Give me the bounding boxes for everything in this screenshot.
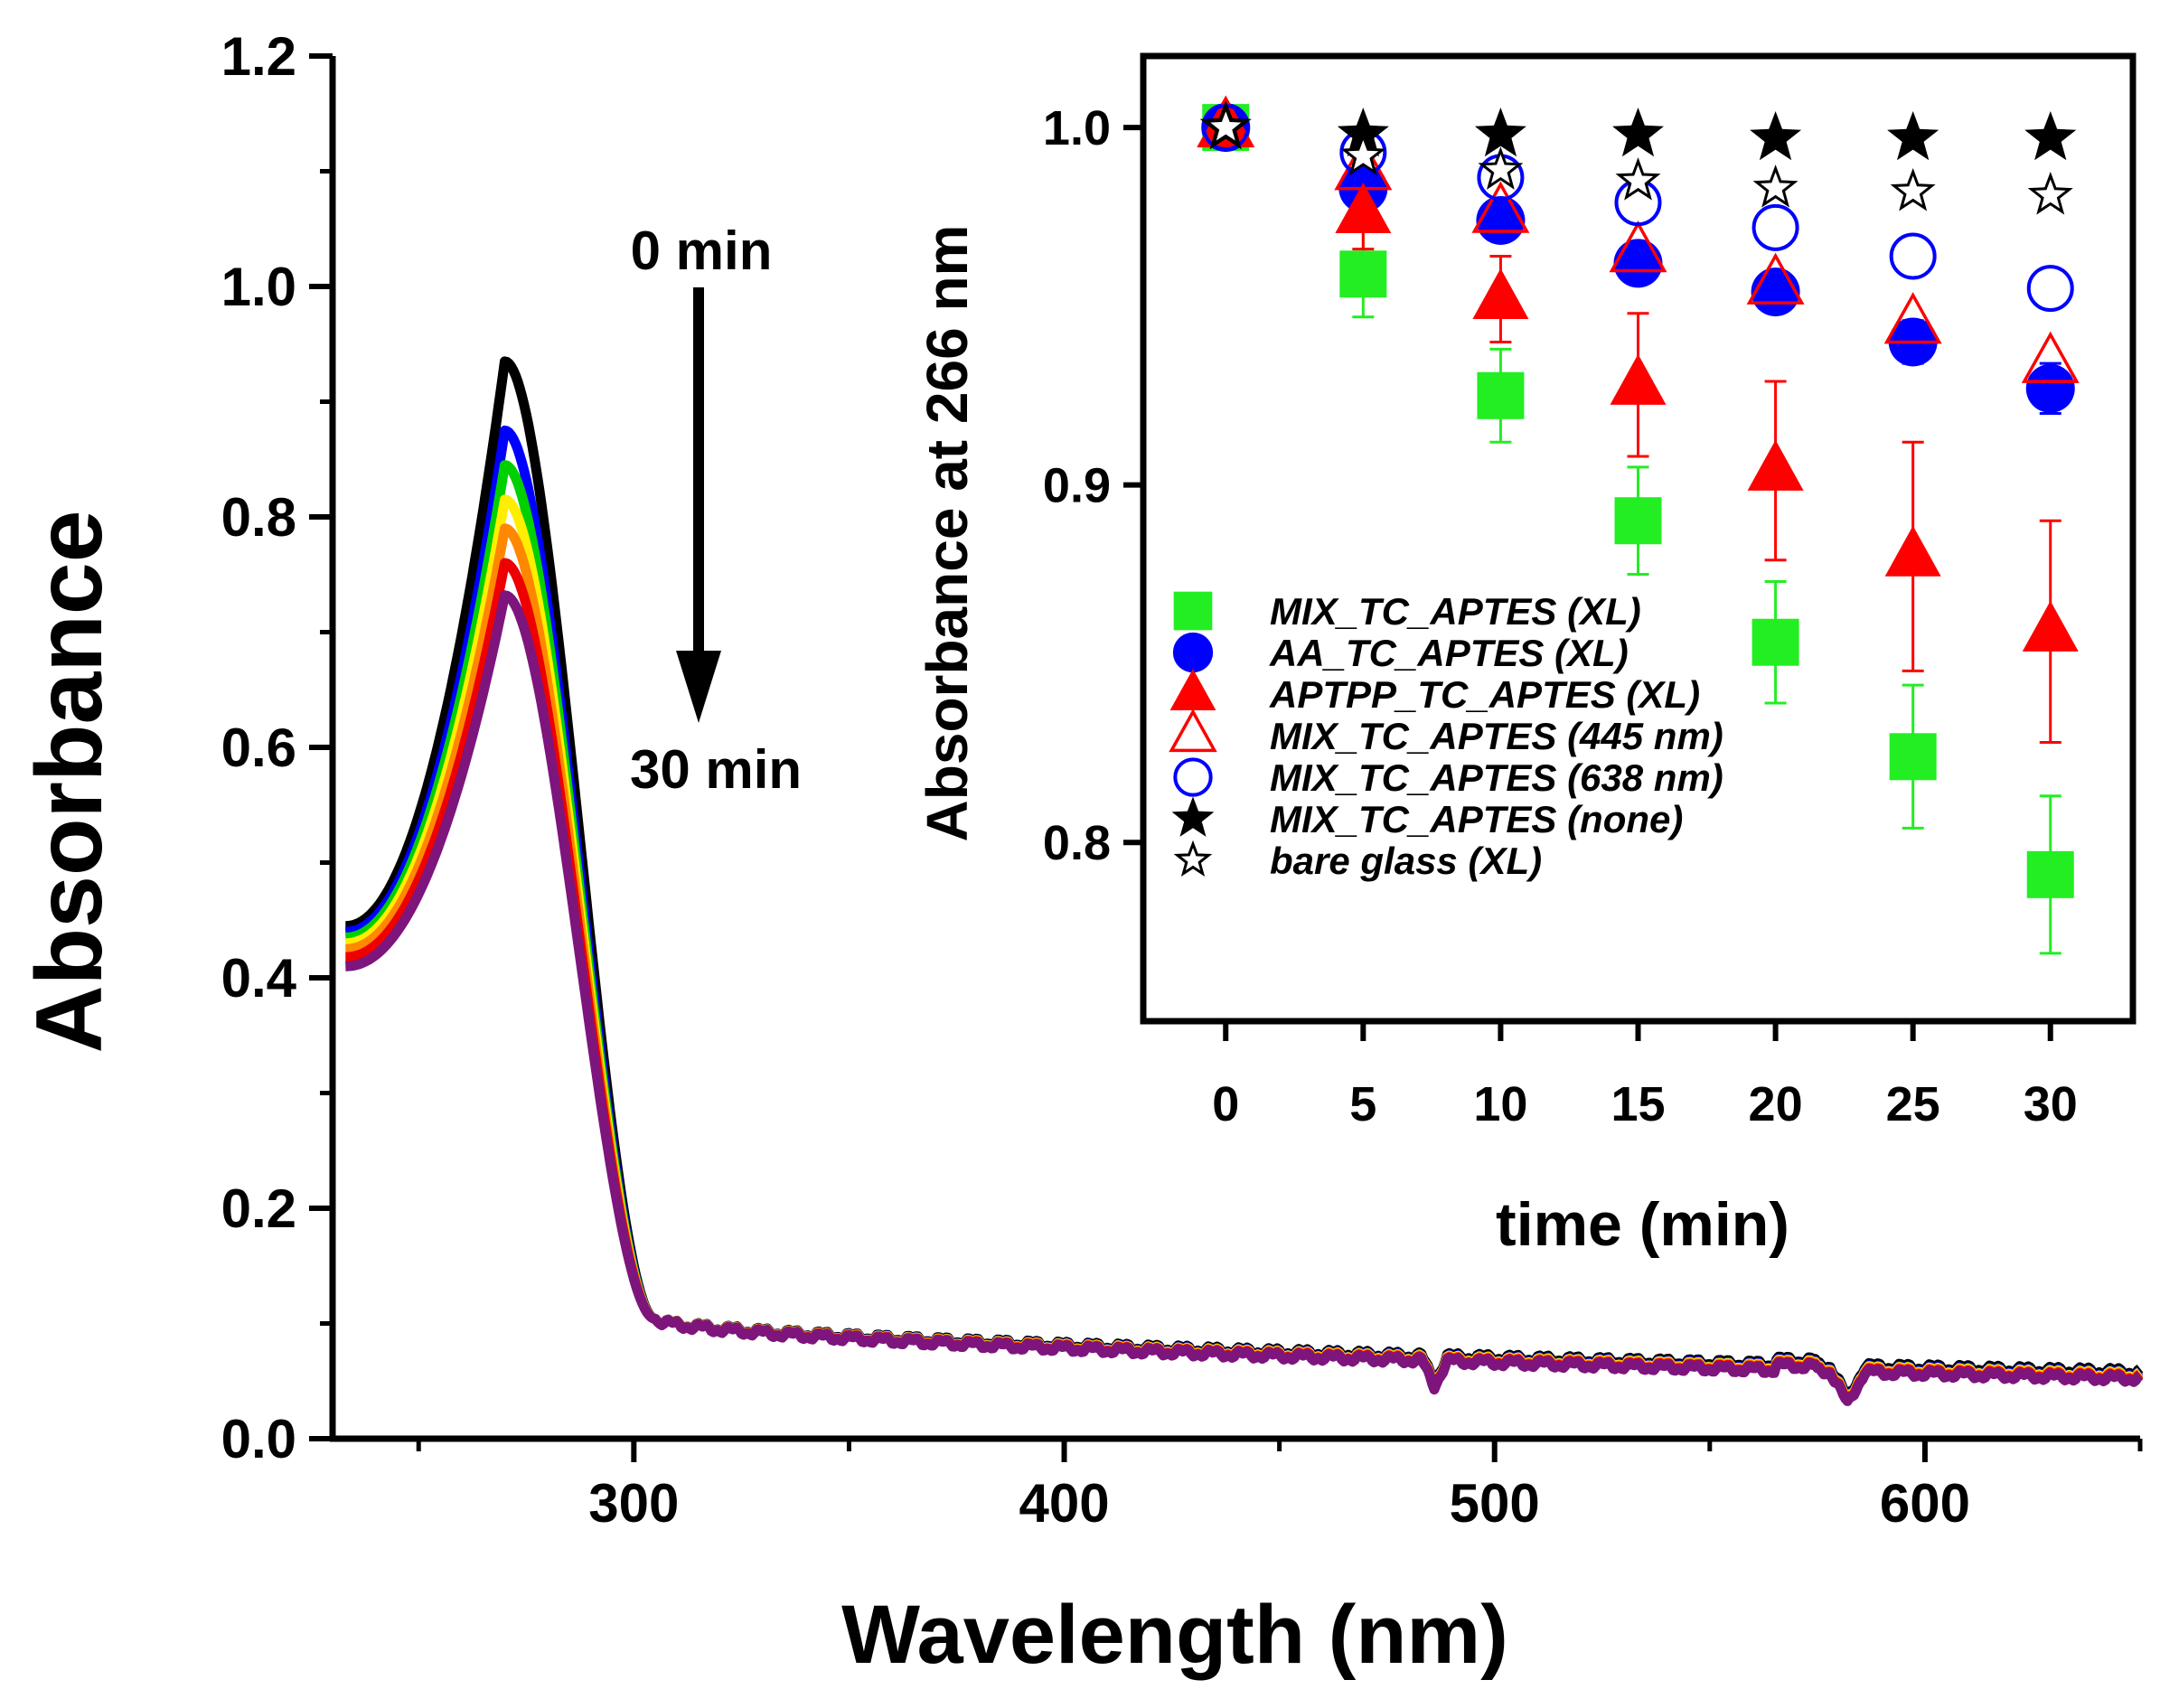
legend-label-5: MIX_TC_APTES (none): [1270, 798, 1683, 840]
point-6-0: [1203, 103, 1249, 147]
legend-label-3: MIX_TC_APTES (445 nm): [1270, 715, 1723, 757]
inset-ytick-label-1: 0.9: [1043, 459, 1111, 513]
point-0-5: [1889, 733, 1937, 781]
point-3-4: [1746, 252, 1805, 305]
inset-x-title: time (min): [1496, 1190, 1789, 1259]
point-6-6: [2027, 172, 2073, 215]
legend-label-1: AA_TC_APTES (XL): [1269, 632, 1629, 674]
legend-marker-3: [1169, 709, 1217, 753]
legend-marker-5: [1171, 796, 1215, 837]
point-6-1: [1340, 132, 1386, 176]
legend-marker-2: [1169, 669, 1216, 711]
legend-label-6: bare glass (XL): [1270, 840, 1542, 882]
legend-label-4: MIX_TC_APTES (638 nm): [1270, 756, 1723, 799]
point-3-3: [1609, 220, 1667, 273]
point-2-3: [1610, 353, 1667, 405]
inset-xtick-label-3: 15: [1611, 1077, 1665, 1131]
inset-xtick-label-6: 30: [2024, 1077, 2078, 1131]
point-5-1: [1337, 108, 1389, 157]
main-xtick-label-1: 400: [1019, 1473, 1109, 1534]
inset-xtick-label-4: 20: [1749, 1077, 1803, 1131]
point-4-4: [1751, 203, 1799, 251]
inset-xtick-label-0: 0: [1212, 1077, 1239, 1131]
point-1-6: [2025, 363, 2075, 413]
inset-ytick-label-0: 0.8: [1043, 816, 1111, 870]
point-0-3: [1614, 497, 1662, 545]
main-ytick-label-6: 1.2: [221, 26, 296, 87]
point-2-6: [2022, 600, 2079, 652]
main-ytick-label-1: 0.2: [221, 1178, 296, 1239]
legend-label-0: MIX_TC_APTES (XL): [1270, 590, 1641, 633]
point-1-3: [1613, 239, 1663, 288]
point-6-2: [1478, 146, 1524, 190]
point-6-4: [1752, 164, 1798, 208]
legend-marker-4: [1173, 757, 1213, 797]
point-5-2: [1474, 108, 1526, 157]
legend-marker-6: [1173, 840, 1213, 877]
point-4-6: [2026, 265, 2074, 313]
main-ytick-label-5: 1.0: [221, 257, 296, 317]
spectrum-line-6: [343, 590, 2144, 1406]
point-6-3: [1615, 157, 1661, 201]
point-2-1: [1335, 183, 1392, 234]
point-0-4: [1751, 618, 1799, 666]
point-3-5: [1883, 292, 1942, 344]
main-xtick-label-3: 600: [1880, 1473, 1970, 1534]
point-1-2: [1476, 195, 1526, 245]
inset-xtick-label-2: 10: [1473, 1077, 1527, 1131]
point-5-5: [1887, 111, 1939, 161]
point-5-3: [1612, 108, 1664, 157]
point-6-5: [1890, 168, 1936, 211]
main-ytick-label-3: 0.6: [221, 718, 296, 778]
point-3-6: [2021, 331, 2080, 383]
main-xtick-label-2: 500: [1450, 1473, 1540, 1534]
point-2-4: [1747, 439, 1804, 491]
point-2-2: [1472, 267, 1529, 319]
main-ytick-label-0: 0.0: [221, 1409, 296, 1469]
legend-marker-1: [1172, 632, 1214, 673]
inset-xtick-label-1: 5: [1349, 1077, 1376, 1131]
inset-plot: 0.8 0.9 1.0 0 5 10 15 20 25 30 time (min) Absorbanc…: [915, 52, 2137, 1259]
point-3-2: [1471, 181, 1530, 233]
annotation-end: 30 min: [630, 739, 802, 800]
annotation-start: 0 min: [631, 221, 773, 281]
point-5-4: [1750, 111, 1802, 161]
legend-marker-0: [1173, 591, 1213, 631]
main-xtick-label-0: 300: [588, 1473, 679, 1534]
point-0-2: [1477, 371, 1525, 419]
point-0-1: [1339, 250, 1387, 298]
point-4-5: [1889, 232, 1937, 280]
inset-y-title: Absorbance at 266 nm: [915, 225, 980, 842]
point-3-1: [1334, 137, 1393, 191]
point-0-6: [2026, 850, 2074, 898]
point-2-5: [1884, 525, 1941, 577]
arrow-head: [676, 651, 721, 723]
main-x-title: Wavelength (nm): [841, 1589, 1508, 1681]
main-ytick-label-4: 0.8: [221, 487, 296, 548]
main-ytick-label-2: 0.4: [221, 948, 297, 1009]
inset-ytick-label-2: 1.0: [1043, 101, 1111, 155]
legend-label-2: APTPP_TC_APTES (XL): [1269, 673, 1700, 716]
inset-xtick-label-5: 25: [1886, 1077, 1940, 1131]
point-1-4: [1751, 267, 1800, 317]
point-5-6: [2024, 111, 2077, 161]
main-y-title: Absorbance: [17, 510, 122, 1053]
